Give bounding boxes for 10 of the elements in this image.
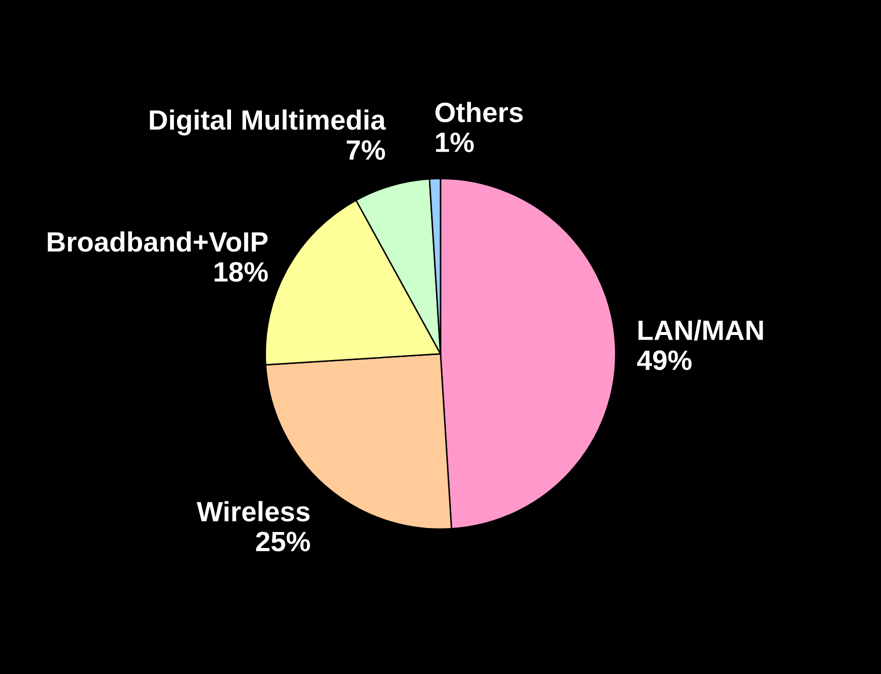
data-label: 1% [436,132,474,152]
data-label: 18% [214,262,268,282]
slice-label: Others [435,102,523,122]
slice-label: Broadband+VoIP [48,231,268,252]
data-label: 49% [637,350,692,370]
slice-label: Digital Multimedia [150,109,386,136]
data-label: 7% [346,140,386,160]
slice-label: LAN/MAN [638,320,763,340]
data-label: 25% [256,532,310,552]
slice-label: Wireless [196,501,310,522]
